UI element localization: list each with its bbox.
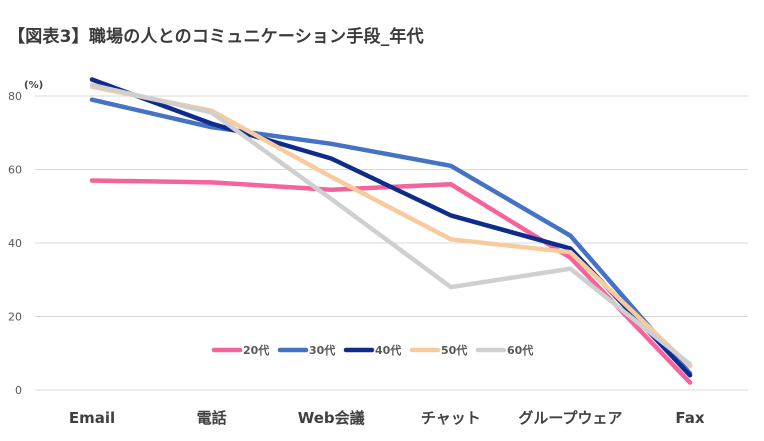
x-category-label: チャット <box>421 409 481 427</box>
y-tick-label: 0 <box>15 384 22 397</box>
y-tick-label: 40 <box>8 237 22 250</box>
x-axis-labels: Email 電話 Web会議 チャット グループウェア Fax <box>69 409 705 427</box>
y-tick-label: 20 <box>8 311 22 324</box>
series-line-60代 <box>89 82 693 367</box>
y-axis-ticks: 0 20 40 60 80 <box>8 90 22 397</box>
x-category-label: グループウェア <box>518 409 622 427</box>
series-line-40代 <box>89 77 693 378</box>
y-axis-unit-label: (%) <box>24 80 43 91</box>
y-tick-label: 60 <box>8 164 22 177</box>
legend-label: 40代 <box>375 343 401 357</box>
legend-label: 20代 <box>243 343 269 357</box>
x-category-label: Web会議 <box>298 409 365 427</box>
x-category-label: Email <box>69 409 115 427</box>
legend-label: 50代 <box>441 343 467 357</box>
series-line-50代 <box>89 84 693 369</box>
chart-title: 【図表3】職場の人とのコミュニケーション手段_年代 <box>8 27 424 47</box>
legend-label: 30代 <box>309 343 335 357</box>
x-category-label: Fax <box>675 409 704 427</box>
legend-label: 60代 <box>507 343 533 357</box>
y-tick-label: 80 <box>8 90 22 103</box>
series-lines <box>89 77 693 385</box>
legend: 20代 30代 40代 50代 60代 <box>211 343 533 357</box>
series-line-30代 <box>89 97 693 376</box>
x-category-label: 電話 <box>197 409 227 427</box>
